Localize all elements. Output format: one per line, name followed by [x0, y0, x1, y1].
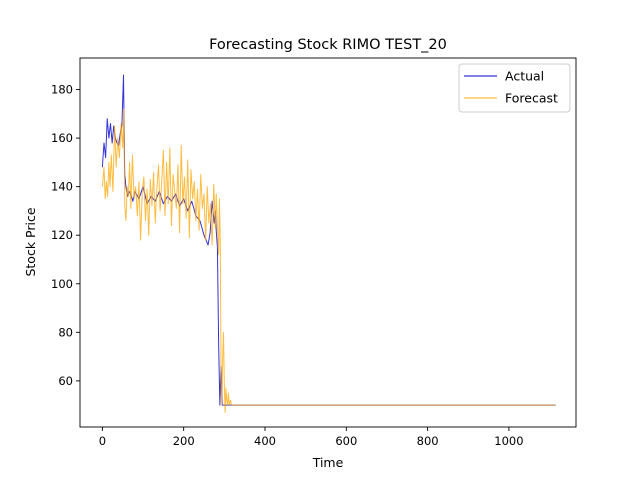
y-tick-label: 100 — [51, 277, 73, 291]
legend-label-forecast: Forecast — [505, 91, 558, 106]
y-tick-label: 60 — [58, 374, 73, 388]
x-axis-label: Time — [312, 455, 344, 470]
legend-label-actual: Actual — [505, 69, 544, 84]
x-tick-label: 200 — [173, 434, 195, 448]
y-axis: 60 80 100 120 140 160 180 — [51, 83, 80, 388]
y-tick-label: 140 — [51, 180, 73, 194]
plot-frame — [79, 57, 577, 428]
series-layer — [101, 74, 556, 413]
y-tick-label: 120 — [51, 228, 73, 242]
x-tick-label: 600 — [335, 434, 357, 448]
y-tick-label: 80 — [58, 325, 73, 339]
y-tick-label: 160 — [51, 131, 73, 145]
x-tick-label: 1000 — [494, 434, 523, 448]
x-tick-label: 0 — [99, 434, 106, 448]
series-line-forecast — [101, 108, 556, 413]
y-axis-label: Stock Price — [23, 207, 38, 276]
legend: Actual Forecast — [458, 63, 571, 113]
x-axis: 0 200 400 600 800 1000 — [99, 427, 524, 448]
x-tick-label: 800 — [417, 434, 439, 448]
x-tick-label: 400 — [254, 434, 276, 448]
chart-title: Forecasting Stock RIMO TEST_20 — [209, 37, 447, 53]
plot-area — [80, 58, 576, 427]
y-tick-label: 180 — [51, 83, 73, 97]
